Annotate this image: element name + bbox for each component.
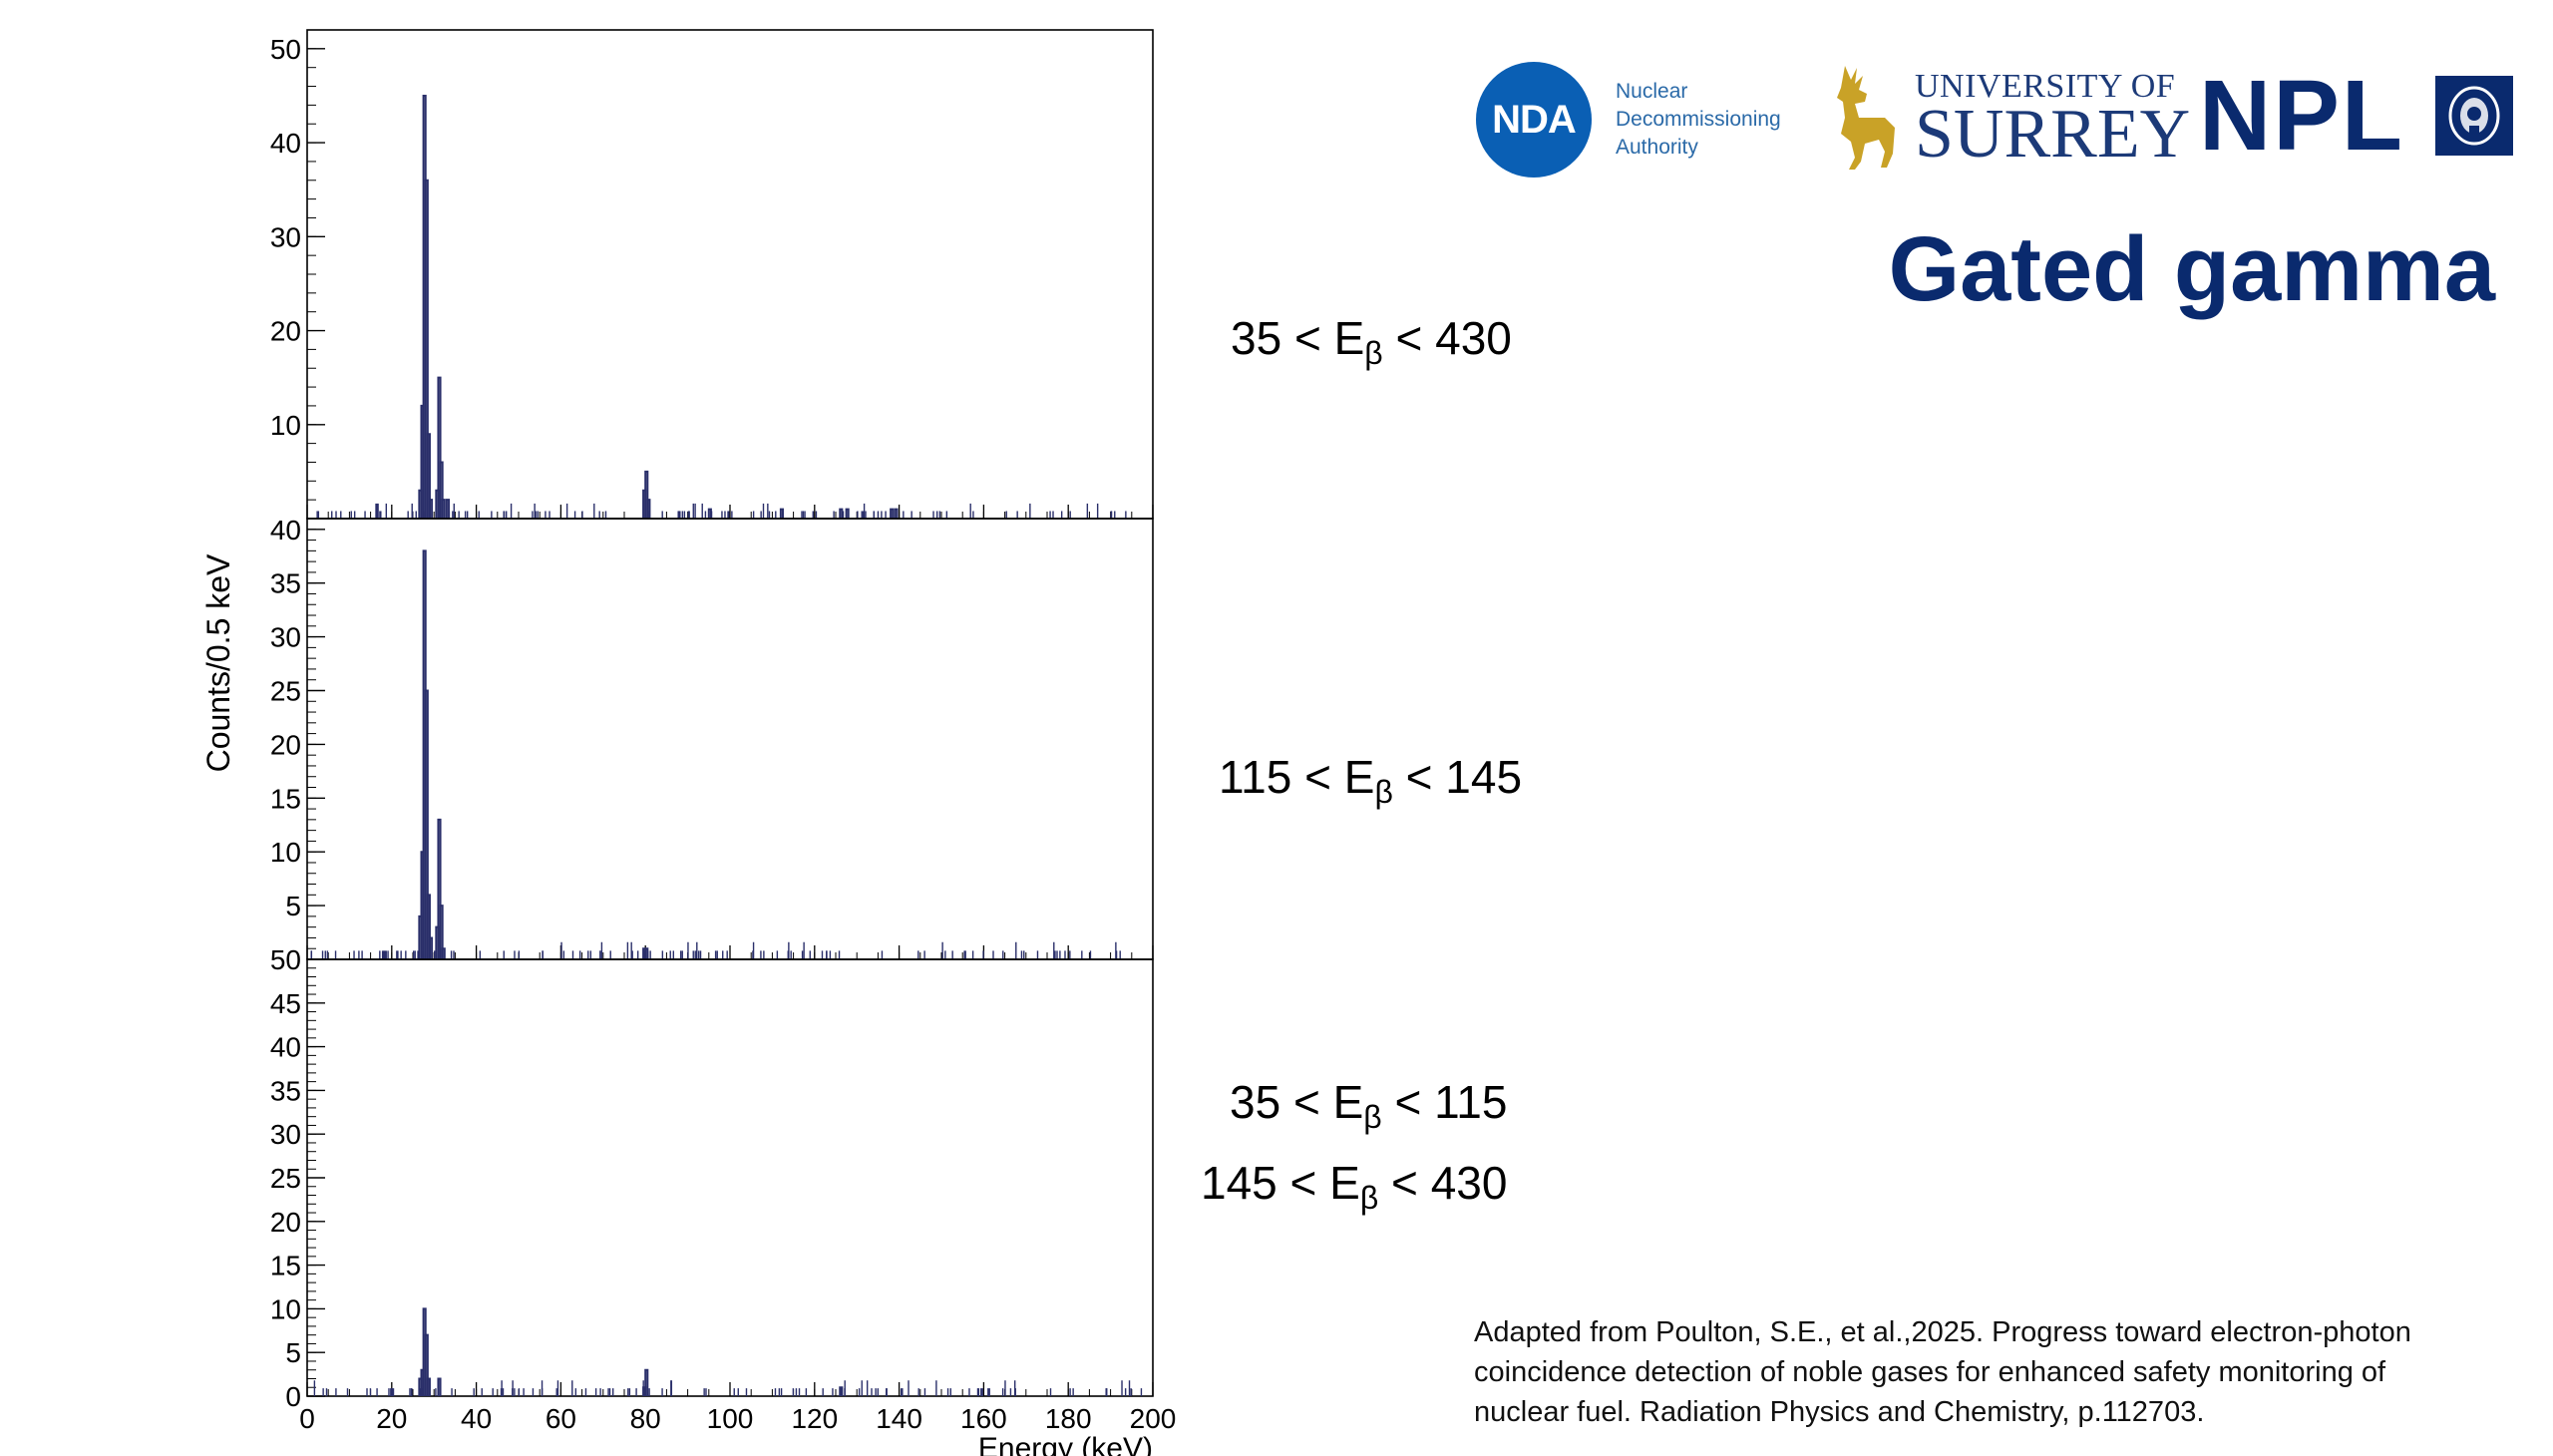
beta-subscript: β — [1363, 1099, 1382, 1136]
histogram-bin — [779, 508, 784, 519]
npl-crest-icon — [2435, 76, 2513, 156]
histogram-bin — [424, 179, 429, 519]
x-tick-label: 60 — [546, 1403, 576, 1434]
histogram-bin — [424, 689, 429, 959]
surrey-line2: SURREY — [1915, 96, 2191, 173]
histogram-bin — [428, 499, 434, 519]
plot-frame — [306, 29, 1154, 520]
gate-label-2: 115 < Eβ < 145 — [1219, 751, 1523, 811]
plot-frame — [306, 518, 1154, 960]
y-tick-label: 45 — [270, 988, 301, 1019]
slide-title: Gated gamma — [1888, 218, 2495, 320]
x-tick-label: 80 — [630, 1403, 661, 1434]
y-tick-label: 50 — [270, 34, 301, 65]
histogram-bin — [839, 1386, 844, 1396]
histogram-bin — [437, 818, 442, 959]
y-tick-label: 20 — [270, 1207, 301, 1238]
y-axis-label: Counts/0.5 keV — [200, 553, 236, 772]
y-tick-label: 10 — [270, 410, 301, 441]
y-tick-label: 0 — [285, 1381, 301, 1412]
histogram-bin — [642, 1386, 647, 1396]
y-tick-label: 35 — [270, 1075, 301, 1106]
histogram-bin — [894, 508, 899, 519]
citation-line: Adapted from Poulton, S.E., et al.,2025.… — [1474, 1316, 2411, 1348]
histogram-bin — [644, 1368, 649, 1396]
histogram-bin — [428, 936, 434, 959]
histogram-bin — [644, 470, 649, 519]
x-tick-label: 200 — [1130, 1403, 1177, 1434]
y-tick-label: 15 — [270, 1251, 301, 1281]
histogram-bin — [839, 508, 844, 519]
histogram-bin — [646, 499, 651, 519]
nda-text-line: Nuclear — [1616, 80, 1688, 103]
x-tick-label: 120 — [791, 1403, 838, 1434]
histogram-bin — [890, 508, 895, 519]
citation: Adapted from Poulton, S.E., et al.,2025.… — [1474, 1312, 2531, 1432]
y-tick-label: 35 — [270, 568, 301, 599]
histogram-bin — [707, 508, 712, 519]
y-tick-label: 30 — [270, 1119, 301, 1150]
histogram-bin — [437, 1377, 442, 1396]
beta-subscript: β — [1359, 1180, 1379, 1217]
y-tick-label: 20 — [270, 729, 301, 760]
stag-icon — [1837, 66, 1895, 170]
plot-frame — [306, 958, 1154, 1397]
y-tick-label: 25 — [270, 675, 301, 706]
y-tick-label: 40 — [270, 515, 301, 546]
x-tick-label: 0 — [299, 1403, 315, 1434]
histogram-bin — [426, 433, 431, 519]
histogram-bin — [426, 894, 431, 959]
y-tick-label: 20 — [270, 316, 301, 347]
histogram-bin — [439, 461, 444, 519]
histogram-bin — [441, 947, 446, 959]
x-tick-label: 160 — [960, 1403, 1007, 1434]
citation-line: coincidence detection of noble gases for… — [1474, 1356, 2386, 1388]
citation-line: nuclear fuel. Radiation Physics and Chem… — [1474, 1396, 2205, 1428]
nda-text-line: Authority — [1616, 136, 1698, 159]
y-tick-label: 30 — [270, 221, 301, 252]
beta-subscript: β — [1364, 335, 1383, 372]
y-tick-label: 40 — [270, 1032, 301, 1063]
x-tick-label: 40 — [461, 1403, 492, 1434]
x-tick-label: 20 — [376, 1403, 407, 1434]
y-tick-label: 25 — [270, 1163, 301, 1194]
histogram-bin — [642, 947, 647, 959]
x-tick-label: 180 — [1045, 1403, 1092, 1434]
nda-logo-text: Nuclear Decommissioning Authority — [1616, 78, 1805, 162]
histogram-bin — [441, 499, 446, 519]
y-tick-label: 50 — [270, 944, 301, 975]
y-tick-label: 5 — [285, 891, 301, 921]
beta-subscript: β — [1374, 774, 1393, 811]
y-tick-label: 5 — [285, 1337, 301, 1368]
histogram-bin — [426, 1377, 431, 1396]
histogram-bin — [845, 508, 850, 519]
gate-label-1: 35 < Eβ < 430 — [1231, 312, 1512, 372]
x-tick-label: 140 — [876, 1403, 922, 1434]
y-tick-label: 30 — [270, 622, 301, 653]
surrey-logo: UNIVERSITY OF SURREY — [1915, 70, 2190, 170]
histogram-bin — [437, 376, 442, 519]
y-tick-label: 10 — [270, 837, 301, 868]
surrey-line1: UNIVERSITY OF — [1915, 68, 2176, 105]
nda-logo-icon: NDA — [1476, 62, 1592, 178]
gate-label-3: 35 < Eβ < 115 145 < Eβ < 430 — [1201, 1076, 1508, 1217]
y-tick-label: 15 — [270, 783, 301, 814]
y-tick-label: 40 — [270, 128, 301, 159]
logo-bar: NDA Nuclear Decommissioning Authority UN… — [1476, 58, 2523, 187]
histogram-bin — [424, 1333, 429, 1396]
histogram-bin — [445, 499, 451, 519]
npl-logo-text: NPL — [2199, 60, 2404, 172]
y-tick-label: 10 — [270, 1293, 301, 1324]
histogram-bin — [439, 905, 444, 959]
nda-text-line: Decommissioning — [1616, 108, 1781, 131]
x-tick-label: 100 — [707, 1403, 754, 1434]
